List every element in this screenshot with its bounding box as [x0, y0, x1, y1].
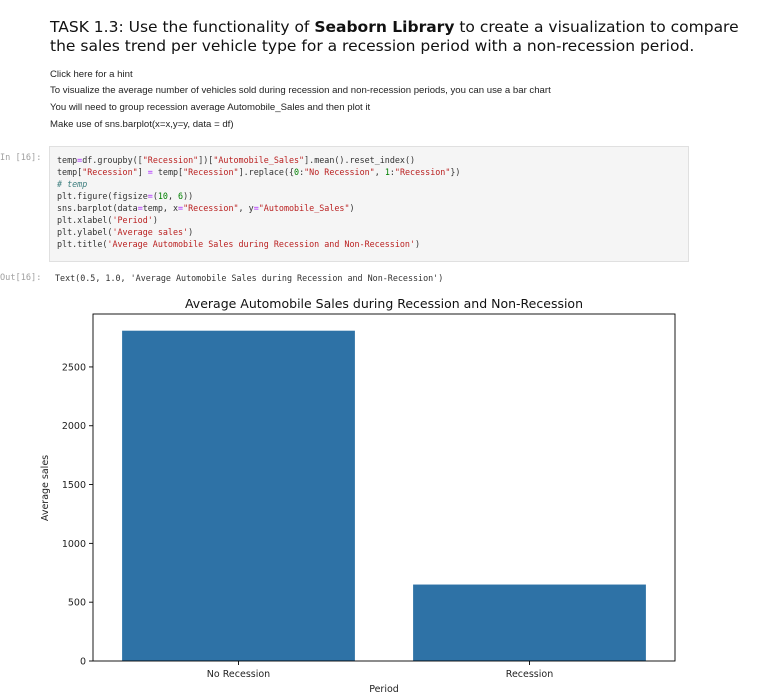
- code-editor[interactable]: temp=df.groupby(["Recession"])["Automobi…: [49, 146, 689, 262]
- bar-no-recession: [122, 330, 355, 661]
- code-line: plt.figure(figsize=(10, 6)): [57, 191, 194, 201]
- hint-line-3: Make use of sns.barplot(x=x,y=y, data = …: [50, 119, 234, 130]
- code-line: plt.xlabel('Period'): [57, 215, 158, 225]
- hint-line-1: To visualize the average number of vehic…: [50, 85, 551, 96]
- y-tick-label: 2500: [62, 362, 86, 373]
- input-prompt: In [16]:: [0, 153, 42, 163]
- x-tick-label: No Recession: [207, 669, 270, 680]
- x-axis-label: Period: [369, 684, 399, 695]
- code-line: # temp: [57, 179, 88, 189]
- markdown-cell: TASK 1.3: Use the functionality of Seabo…: [50, 18, 750, 130]
- output-prompt: Out[16]:: [0, 273, 42, 283]
- y-tick-label: 1500: [62, 480, 86, 491]
- plot-frame: [92, 313, 676, 662]
- output-text: Text(0.5, 1.0, 'Average Automobile Sales…: [55, 273, 444, 283]
- task-title: TASK 1.3: Use the functionality of Seabo…: [50, 18, 739, 55]
- chart-title: Average Automobile Sales during Recessio…: [185, 296, 583, 311]
- code-line: sns.barplot(data=temp, x="Recession", y=…: [57, 203, 355, 213]
- x-tick-label: Recession: [506, 669, 553, 680]
- code-line: plt.title('Average Automobile Sales duri…: [57, 239, 421, 249]
- code-line: plt.ylabel('Average sales'): [57, 227, 194, 237]
- y-axis-label: Average sales: [40, 455, 51, 521]
- y-tick-label: 500: [68, 598, 86, 609]
- hint-link[interactable]: Click here for a hint: [50, 69, 133, 80]
- code-line: temp=df.groupby(["Recession"])["Automobi…: [57, 155, 416, 165]
- code-line: temp["Recession"] = temp["Recession"].re…: [57, 167, 461, 177]
- y-tick-label: 1000: [62, 539, 86, 550]
- y-tick-label: 0: [80, 657, 86, 668]
- hint-line-2: You will need to group recession average…: [50, 102, 371, 113]
- bar-recession: [413, 584, 646, 661]
- y-tick-label: 2000: [62, 421, 86, 432]
